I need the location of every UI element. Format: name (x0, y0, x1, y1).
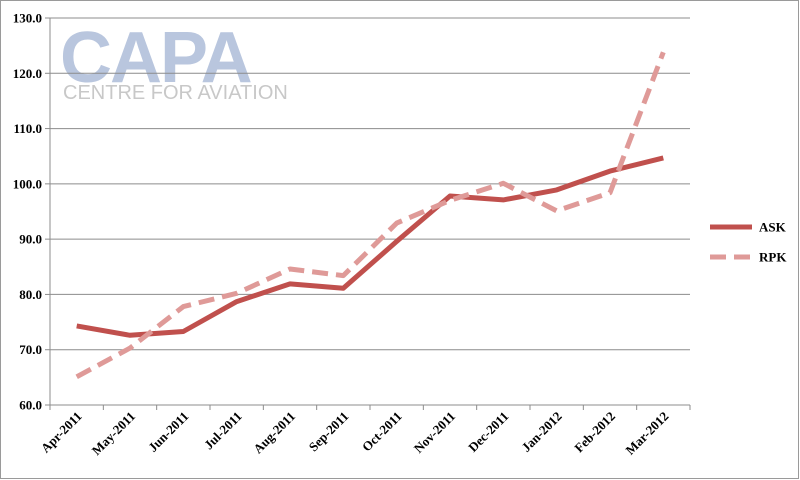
capa-watermark: CAPA CENTRE FOR AVIATION (60, 18, 288, 104)
y-axis-tick-labels: 60.0 70.0 80.0 90.0 100.0 110.0 120.0 130.0 (13, 11, 50, 413)
watermark-tagline: CENTRE FOR AVIATION (63, 82, 288, 104)
y-tick-label: 120.0 (13, 66, 42, 81)
y-tick-label: 100.0 (13, 176, 42, 191)
y-tick-label: 80.0 (19, 287, 42, 302)
y-tick-label: 60.0 (19, 398, 42, 413)
legend: ASK RPK (710, 220, 787, 265)
series-line-ask (76, 155, 664, 338)
y-tick-label: 90.0 (19, 232, 42, 247)
series-line-rpk (75, 51, 666, 380)
legend-label-ask: ASK (759, 220, 787, 235)
watermark-logo: CAPA (60, 18, 252, 98)
y-tick-label: 70.0 (19, 342, 42, 357)
gridlines (50, 17, 690, 351)
y-tick-label: 130.0 (13, 11, 42, 26)
legend-label-rpk: RPK (759, 250, 787, 265)
axes (49, 18, 691, 410)
series-lines (75, 51, 666, 380)
y-tick-label: 110.0 (13, 121, 42, 136)
